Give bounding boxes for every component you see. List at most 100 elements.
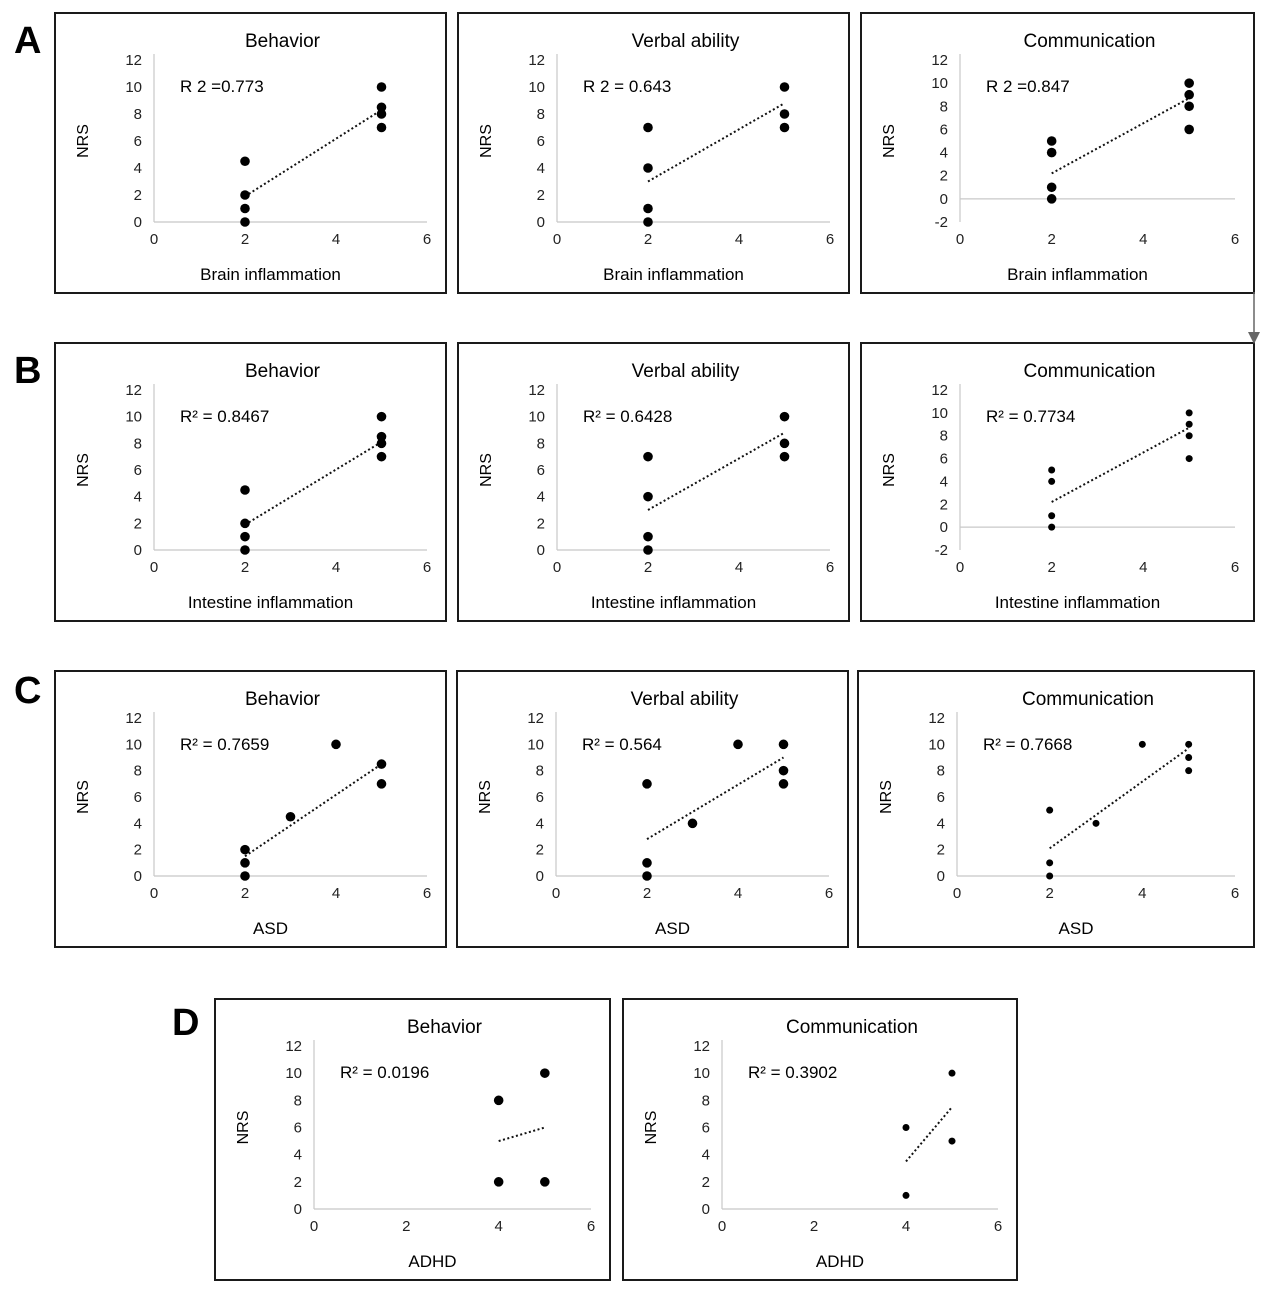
data-point-0 (643, 217, 653, 227)
y-tick-label-0: 0 (134, 542, 142, 559)
y-axis-label: NRS (75, 453, 92, 487)
y-tick-label-3: 6 (536, 789, 544, 806)
y-tick-label-2: 4 (537, 160, 545, 177)
r-squared-label: R² = 0.7659 (180, 735, 269, 754)
chart-title: Communication (786, 1017, 918, 1038)
x-axis-label: ADHD (816, 1252, 864, 1271)
y-axis-label: NRS (75, 124, 92, 158)
y-tick-label-0: 0 (134, 868, 142, 885)
y-tick-label-5: 10 (928, 736, 945, 753)
data-point-5 (1185, 432, 1193, 440)
y-tick-label-5: 10 (693, 1065, 710, 1082)
data-point-2 (240, 844, 250, 855)
y-tick-label-0: 0 (294, 1201, 302, 1218)
y-tick-label-4: 8 (134, 763, 142, 780)
chart-b-verbal-ability: 0 2 4 6 8 10 12 0 2 4 6 Verbal ability R² = 0.6428 NR… (457, 342, 850, 622)
y-tick-label-4: 8 (537, 435, 545, 452)
data-point-2 (240, 190, 250, 200)
y-tick-label-1: 0 (940, 191, 948, 208)
r-squared-label: R² = 0.564 (582, 735, 662, 754)
x-tick-label-3: 6 (1231, 231, 1239, 248)
x-tick-label-0: 0 (553, 231, 561, 248)
data-point-7 (778, 739, 789, 750)
chart-title: Behavior (407, 1017, 483, 1038)
data-point-1 (240, 858, 250, 868)
data-point-0 (642, 871, 652, 881)
data-point-6 (376, 102, 387, 113)
x-tick-label-3: 6 (994, 1218, 1002, 1235)
data-point-4 (331, 739, 341, 750)
y-tick-label-6: 12 (125, 710, 142, 727)
r-squared-label: R² = 0.3902 (748, 1063, 837, 1082)
data-point-3 (240, 485, 250, 495)
data-point-5 (376, 779, 387, 789)
x-tick-label-3: 6 (423, 559, 431, 576)
chart-a-behavior: 0 2 4 6 8 10 12 0 2 4 6 Behavior R 2 =0.773 NRS Brain … (54, 12, 447, 294)
y-tick-label-2: 4 (937, 815, 945, 832)
x-tick-label-3: 6 (1231, 559, 1239, 576)
y-tick-label-0: 0 (702, 1201, 710, 1218)
y-tick-label-2: 4 (294, 1147, 302, 1164)
y-axis-label: NRS (477, 780, 494, 814)
x-tick-label-1: 2 (241, 885, 249, 902)
r-squared-label: R² = 0.0196 (340, 1063, 429, 1082)
chart-title: Communication (1022, 689, 1154, 710)
x-tick-label-2: 4 (735, 559, 743, 576)
data-point-4 (376, 122, 387, 133)
trendline (646, 756, 785, 840)
x-tick-label-2: 4 (332, 885, 340, 902)
trendline (905, 1106, 953, 1163)
y-tick-label-0: 0 (536, 868, 544, 885)
y-tick-label-0: -2 (935, 542, 948, 559)
y-tick-label-6: 12 (928, 710, 945, 727)
y-axis-label: NRS (75, 780, 92, 814)
y-tick-label-1: 2 (134, 842, 142, 859)
data-point-4 (779, 451, 790, 462)
chart-svg: 0 2 4 6 8 10 12 0 2 4 6 Communication R² = 0.3902 NRS… (643, 1017, 1002, 1271)
data-point-3 (540, 1068, 550, 1078)
y-tick-label-2: 4 (536, 815, 544, 832)
data-point-3 (948, 1069, 956, 1077)
chart-title: Behavior (245, 31, 321, 52)
x-tick-label-1: 2 (644, 559, 652, 576)
data-point-2 (240, 518, 250, 529)
chart-d-behavior: 0 2 4 6 8 10 12 0 2 4 6 Behavior R² = 0.0196 NRS ADHD (214, 998, 611, 1281)
x-tick-label-0: 0 (953, 885, 961, 902)
y-tick-label-2: 4 (134, 489, 142, 506)
x-tick-label-2: 4 (734, 885, 742, 902)
y-tick-label-3: 6 (294, 1120, 302, 1137)
chart-svg: 0 2 4 6 8 10 12 0 2 4 6 Behavior R 2 =0.773 NRS Brain … (75, 31, 431, 284)
x-axis-label: Intestine inflammation (995, 593, 1160, 612)
data-point-7 (1185, 740, 1193, 748)
trendline (647, 431, 785, 511)
x-tick-label-3: 6 (587, 1218, 595, 1235)
chart-a-verbal-ability: 0 2 4 6 8 10 12 0 2 4 6 Verbal ability R 2 = 0.643 NR… (457, 12, 850, 294)
y-tick-label-7: 12 (931, 382, 948, 399)
data-point-5 (376, 438, 387, 449)
r-squared-label: R 2 =0.773 (180, 77, 264, 96)
data-point-1 (240, 531, 250, 542)
x-axis-label: Brain inflammation (200, 265, 341, 284)
x-tick-label-0: 0 (718, 1218, 726, 1235)
chart-svg: -2 0 2 4 6 8 10 12 0 2 4 6 Communication R² = 0.7734 N… (881, 361, 1239, 612)
data-point-3 (643, 122, 653, 133)
data-point-4 (1138, 740, 1146, 748)
panel-label-b: B (14, 350, 42, 392)
x-tick-label-1: 2 (1045, 885, 1053, 902)
data-point-6 (1185, 754, 1193, 761)
y-tick-label-2: 4 (134, 160, 142, 177)
data-point-1 (493, 1095, 504, 1106)
y-axis-label: NRS (643, 1111, 660, 1145)
data-point-2 (1046, 806, 1054, 814)
r-squared-label: R 2 = 0.643 (583, 77, 671, 96)
y-tick-label-3: 6 (937, 789, 945, 806)
y-tick-label-1: 2 (937, 842, 945, 859)
y-tick-label-0: 0 (134, 214, 142, 231)
y-tick-label-1: 2 (537, 515, 545, 532)
data-point-1 (240, 203, 250, 214)
y-tick-label-0: 0 (937, 868, 945, 885)
trendline (1051, 97, 1190, 175)
x-axis-label: Brain inflammation (603, 265, 744, 284)
y-tick-label-6: 12 (125, 382, 142, 399)
chart-title: Behavior (245, 689, 321, 710)
